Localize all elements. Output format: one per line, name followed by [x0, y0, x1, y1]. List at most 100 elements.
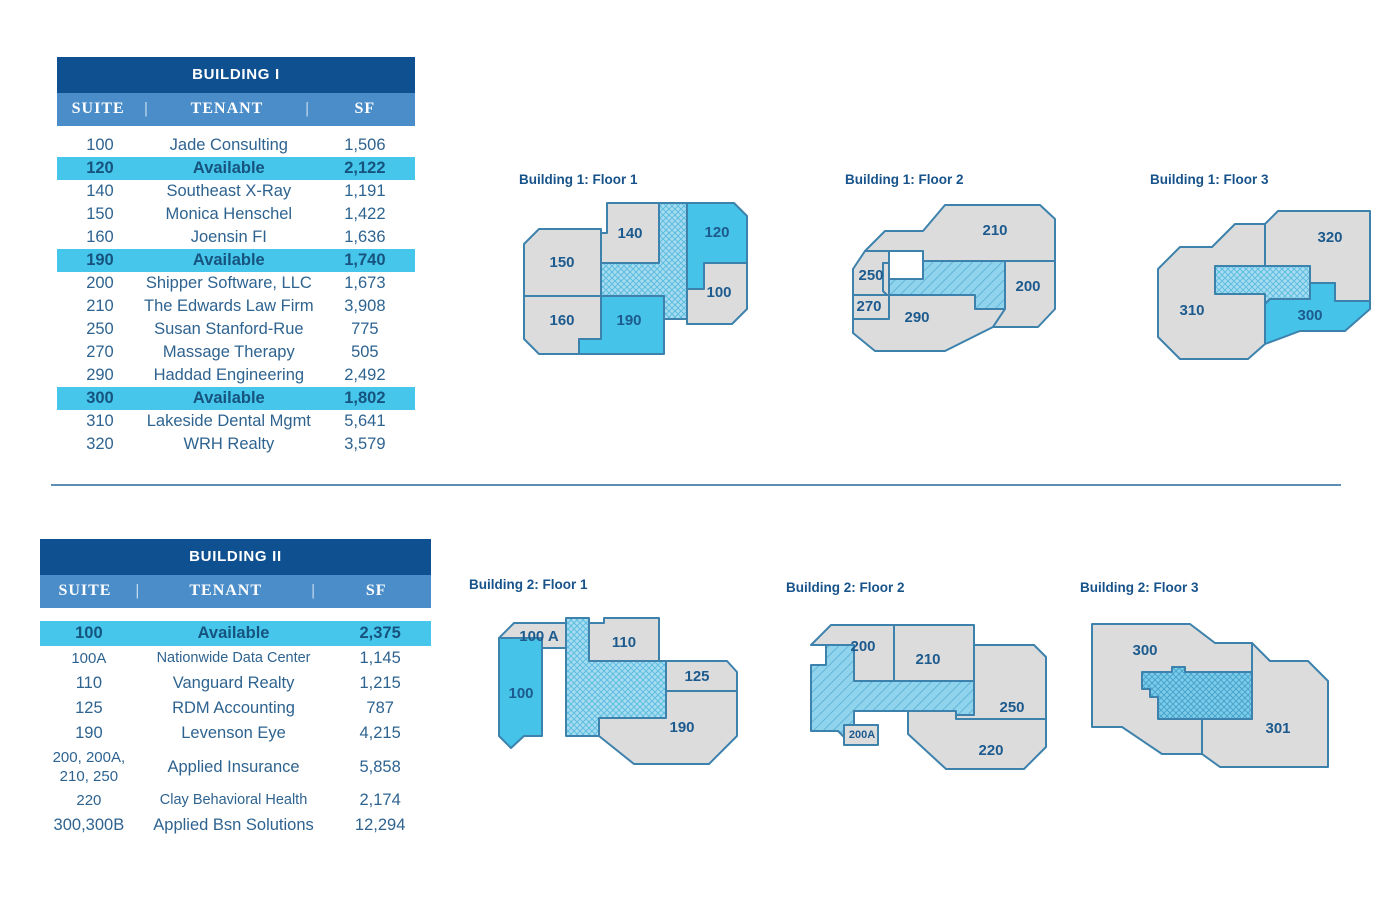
cell-sf: 1,215: [359, 674, 401, 692]
cell-tenant: Haddad Engineering: [153, 366, 305, 384]
cell-suite: 125: [75, 699, 103, 717]
floorplan-building-1-floor-1: Building 1: Floor 1: [519, 172, 779, 361]
suite-label-320: 320: [1317, 229, 1342, 246]
cell-suite: 250: [86, 320, 114, 338]
cell-suite: 100: [75, 624, 103, 642]
table-row: 300 Available 1,802: [57, 387, 415, 410]
floorplan-building-1-floor-2: Building 1: Floor 2: [845, 172, 1095, 361]
floorplan-building-2-floor-3: Building 2: Floor 3 300 301: [1080, 580, 1360, 779]
cell-sf: 3,579: [344, 435, 386, 453]
table-row: 110 Vanguard Realty 1,215: [40, 671, 431, 696]
cell-suite: 110: [75, 674, 103, 692]
cell-sf: 787: [366, 699, 394, 717]
cell-tenant: Available: [197, 624, 270, 642]
cell-sf: 1,802: [344, 389, 386, 407]
cell-tenant: Jade Consulting: [169, 136, 288, 154]
cell-tenant: Southeast X-Ray: [166, 182, 292, 200]
cell-suite: 100: [86, 136, 114, 154]
cell-sf: 775: [351, 320, 379, 338]
cell-tenant: Available: [192, 389, 265, 407]
column-header-suite: SUITE: [71, 100, 125, 117]
cell-tenant: Joensin FI: [190, 228, 267, 246]
cell-tenant: Massage Therapy: [162, 343, 295, 361]
building-2-table-header: SUITE | TENANT | SF: [40, 575, 431, 608]
cell-sf: 4,215: [359, 724, 401, 742]
cell-tenant: WRH Realty: [183, 435, 275, 453]
suite-label-110: 110: [612, 634, 636, 651]
cell-suite: 190: [86, 251, 114, 269]
suite-label-300: 300: [1297, 307, 1322, 324]
cell-sf: 5,858: [359, 757, 401, 776]
cell-sf: 1,673: [344, 274, 386, 292]
floorplan-svg: 200 210 250 200A 220: [810, 624, 1047, 770]
suite-shape-200A: [843, 724, 879, 746]
table-row: 100 Jade Consulting 1,506: [57, 134, 415, 157]
cell-sf: 3,908: [344, 297, 386, 315]
column-header-tenant: TENANT: [189, 582, 263, 599]
building-2-rows: 100 Available 2,375 100A Nationwide Data Cen…: [40, 608, 431, 838]
suite-label-250: 250: [858, 267, 883, 284]
cell-sf: 2,122: [344, 159, 386, 177]
suite-label-100A: 100 A: [519, 628, 559, 645]
floorplan-title: Building 2: Floor 1: [469, 577, 588, 592]
suite-label-210: 210: [982, 222, 1007, 239]
suite-label-270: 270: [856, 298, 881, 315]
table-row: 300,300B Applied Bsn Solutions 12,294: [40, 813, 431, 838]
cell-suite: 300: [86, 389, 114, 407]
cell-sf: 2,492: [344, 366, 386, 384]
table-row: 310 Lakeside Dental Mgmt 5,641: [57, 410, 415, 433]
cell-suite: 150: [86, 205, 114, 223]
table-row: 200, 200A, 210, 250 Applied Insurance 5,85…: [40, 746, 431, 788]
cell-sf: 5,641: [344, 412, 386, 430]
floorplan-title: Building 2: Floor 2: [786, 580, 905, 595]
building-1-title: BUILDING I: [57, 57, 415, 93]
suite-label-300: 300: [1132, 642, 1157, 659]
floorplan-svg: 310 320 300: [1157, 210, 1371, 360]
cell-suite: 190: [75, 724, 103, 742]
suite-label-310: 310: [1179, 302, 1204, 319]
suite-label-190: 190: [669, 719, 694, 736]
suite-label-290: 290: [904, 309, 929, 326]
table-row: 100 Available 2,375: [40, 621, 431, 646]
table-row: 100A Nationwide Data Center 1,145: [40, 646, 431, 671]
table-row: 270 Massage Therapy 505: [57, 341, 415, 364]
table-row: 190 Levenson Eye 4,215: [40, 721, 431, 746]
table-row: 160 Joensin FI 1,636: [57, 226, 415, 249]
suite-label-210: 210: [915, 651, 940, 668]
suite-label-100: 100: [706, 284, 731, 301]
floorplan-building-2-floor-1: Building 2: Floor 1: [469, 577, 759, 776]
cell-suite: 120: [86, 159, 114, 177]
cell-suite: 140: [86, 182, 114, 200]
suite-label-140: 140: [617, 225, 642, 242]
cell-suite: 270: [86, 343, 114, 361]
suite-label-190: 190: [616, 312, 641, 329]
suite-label-220: 220: [978, 742, 1003, 759]
floorplan-title: Building 1: Floor 1: [519, 172, 638, 187]
cell-sf: 1,422: [344, 205, 386, 223]
suite-label-200A: 200A: [849, 729, 875, 741]
suite-label-200: 200: [850, 638, 875, 655]
cell-suite: 100A: [71, 650, 107, 667]
column-header-tenant: TENANT: [190, 100, 264, 117]
floorplan-title: Building 1: Floor 3: [1150, 172, 1269, 187]
column-divider-1: |: [144, 100, 149, 117]
table-row: 220 Clay Behavioral Health 2,174: [40, 788, 431, 813]
cell-tenant: The Edwards Law Firm: [144, 297, 314, 315]
cell-tenant: Susan Stanford-Rue: [154, 320, 304, 338]
table-row: 120 Available 2,122: [57, 157, 415, 180]
suite-shape-220: [907, 710, 1047, 770]
table-row: 200 Shipper Software, LLC 1,673: [57, 272, 415, 295]
floorplan-building-2-floor-2: Building 2: Floor 2: [786, 580, 1066, 779]
suite-label-120: 120: [704, 224, 729, 241]
cell-sf: 1,740: [344, 251, 386, 269]
suite-label-301: 301: [1265, 720, 1290, 737]
cell-tenant: Vanguard Realty: [172, 674, 295, 692]
table-row: 140 Southeast X-Ray 1,191: [57, 180, 415, 203]
suite-shape-190: [598, 690, 738, 765]
building-core-hatch: [1141, 666, 1253, 720]
column-header-suite: SUITE: [58, 582, 112, 599]
table-row: 250 Susan Stanford-Rue 775: [57, 318, 415, 341]
cell-suite: 310: [86, 412, 114, 430]
suite-shape-210: [864, 204, 1056, 262]
table-row: 150 Monica Henschel 1,422: [57, 203, 415, 226]
